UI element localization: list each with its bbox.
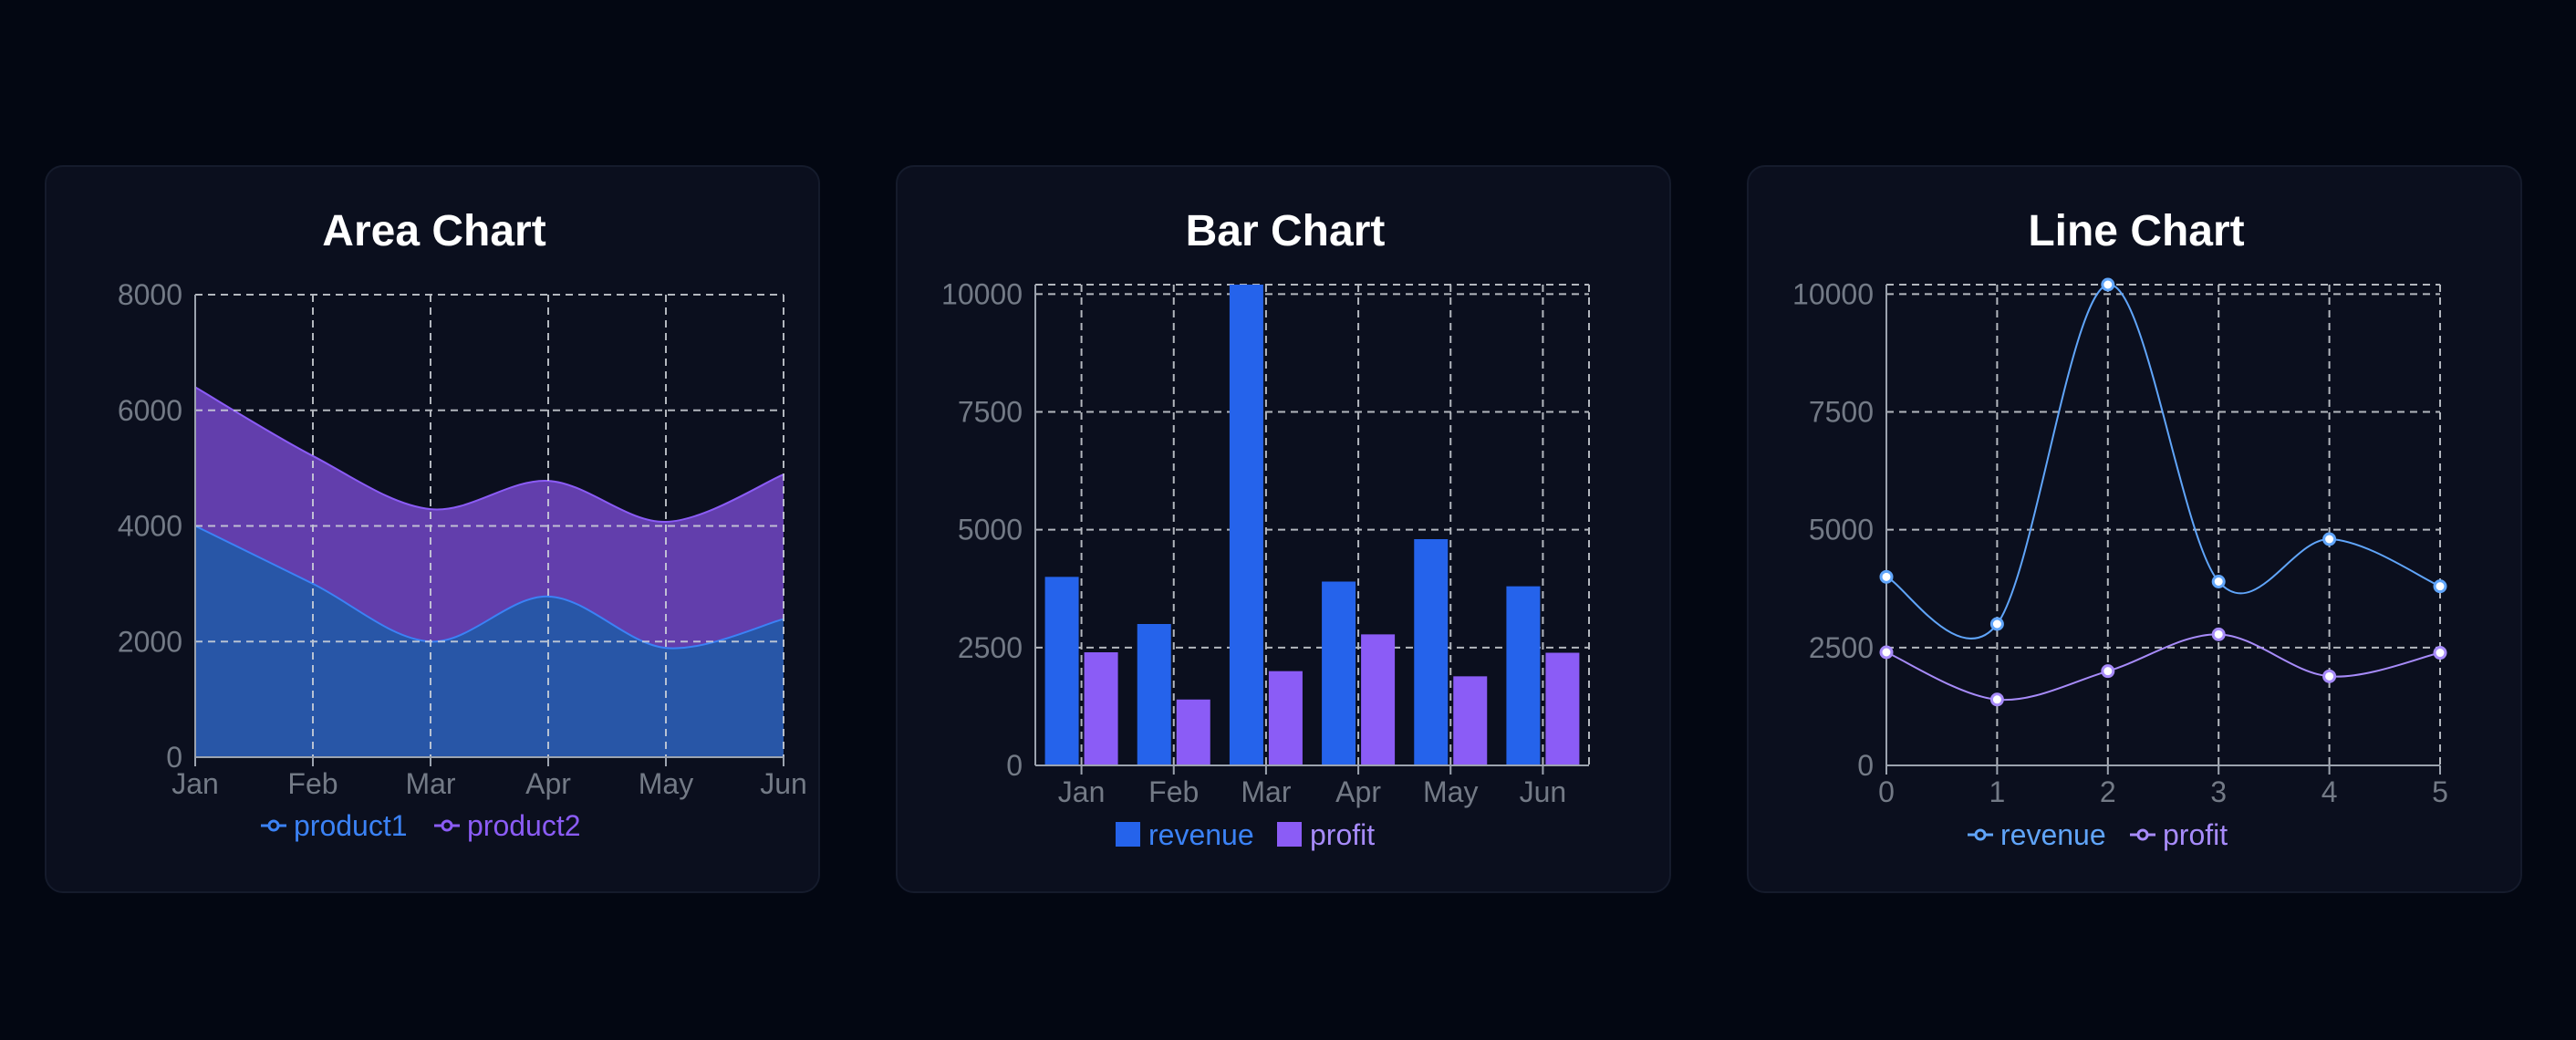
legend-label: profit (1310, 818, 1375, 851)
bar-revenue (1322, 581, 1356, 765)
x-tick-label: 1 (1989, 775, 2006, 808)
grid (1035, 284, 1590, 765)
legend-dot-icon (2136, 828, 2149, 841)
x-tick-label: Jan (171, 767, 219, 800)
area-line-product2 (194, 386, 784, 524)
chart-title: Bar Chart (1186, 207, 1386, 255)
y-tick-label: 10000 (1792, 277, 1874, 310)
axes (194, 295, 784, 766)
legend-label: product2 (467, 809, 581, 842)
x-tick-label: Apr (525, 767, 571, 800)
bar-profit (1545, 652, 1580, 765)
y-tick-label: 7500 (958, 396, 1023, 429)
point-profit (2101, 664, 2115, 679)
point-profit (1879, 645, 1894, 660)
legend-label: product1 (294, 809, 408, 842)
y-tick-label: 7500 (1809, 396, 1874, 429)
legend-label: revenue (2000, 818, 2106, 851)
y-tick-label: 2500 (1809, 631, 1874, 664)
bar-revenue (1229, 285, 1263, 765)
bar-profit (1268, 671, 1303, 765)
x-tick-label: 2 (2100, 775, 2116, 808)
y-tick-label: 2500 (958, 631, 1023, 664)
x-tick-label: Feb (287, 767, 338, 800)
x-tick-label: Jun (1520, 775, 1567, 808)
line-chart-card: Line Chart 0 2500 5000 7500 10000 0 1 2 3 4 5 revenu… (1747, 165, 2522, 893)
point-revenue (2433, 579, 2447, 594)
x-tick-label: 4 (2322, 775, 2338, 808)
x-tick-label: Feb (1148, 775, 1199, 808)
bar-chart: Bar Chart 0 2500 5000 7500 10000 Jan Feb Mar Apr M… (941, 207, 1590, 851)
point-profit (2211, 627, 2226, 641)
y-tick-label: 5000 (1809, 514, 1874, 546)
area-line-product1 (194, 525, 784, 650)
x-tick-label: Mar (405, 767, 455, 800)
bar-revenue (1506, 586, 1541, 765)
x-tick-label: 5 (2432, 775, 2448, 808)
y-tick-label: 0 (1006, 749, 1023, 782)
grid (1885, 284, 2441, 765)
bar-revenue (1044, 577, 1079, 765)
bar-revenue (1414, 539, 1449, 765)
bar-profit (1361, 634, 1396, 765)
legend-square-icon (1116, 822, 1140, 847)
y-tick-label: 10000 (941, 277, 1023, 310)
point-revenue (2101, 277, 2115, 292)
point-revenue (1879, 569, 1894, 584)
x-tick-label: May (639, 767, 693, 800)
x-tick-label: Mar (1241, 775, 1291, 808)
line-revenue (1885, 283, 2441, 640)
grid (194, 294, 784, 757)
bar-profit (1453, 676, 1488, 765)
bar-profit (1084, 652, 1118, 765)
point-revenue (1989, 617, 2004, 631)
legend-dot-icon (267, 819, 280, 832)
axes (1034, 285, 1589, 775)
legend-dot-icon (1974, 828, 1987, 841)
area-chart-card: Area Chart 0 2000 4000 6000 8000 Jan Feb Mar Apr M… (45, 165, 820, 893)
legend-label: revenue (1148, 818, 1254, 851)
point-profit (2322, 669, 2337, 683)
legend-square-icon (1277, 822, 1302, 847)
line-chart: Line Chart 0 2500 5000 7500 10000 0 1 2 3 4 5 revenu… (1792, 207, 2448, 851)
bar-chart-card: Bar Chart 0 2500 5000 7500 10000 Jan Feb Mar Apr M… (896, 165, 1671, 893)
point-profit (1989, 692, 2004, 707)
legend-dot-icon (441, 819, 453, 832)
x-tick-label: May (1423, 775, 1478, 808)
y-tick-label: 0 (166, 741, 182, 774)
line-profit (1885, 633, 2441, 702)
x-tick-label: Apr (1335, 775, 1381, 808)
y-tick-label: 6000 (118, 394, 182, 427)
area-chart: Area Chart 0 2000 4000 6000 8000 Jan Feb Mar Apr M… (118, 207, 807, 842)
chart-title: Area Chart (322, 207, 545, 255)
point-revenue (2322, 532, 2337, 546)
chart-title: Line Chart (2028, 207, 2244, 255)
x-tick-label: Jun (760, 767, 807, 800)
y-tick-label: 5000 (958, 514, 1023, 546)
x-tick-label: 3 (2210, 775, 2227, 808)
bar-profit (1176, 699, 1210, 765)
axes (1885, 285, 2441, 775)
y-tick-label: 8000 (118, 278, 182, 311)
area-fill-product2 (195, 387, 784, 649)
point-profit (2433, 646, 2447, 660)
legend-label: profit (2163, 818, 2228, 851)
y-tick-label: 0 (1857, 749, 1874, 782)
bar-revenue (1137, 624, 1171, 765)
y-tick-label: 4000 (118, 510, 182, 543)
y-tick-label: 2000 (118, 625, 182, 658)
x-tick-label: Jan (1058, 775, 1106, 808)
x-tick-label: 0 (1878, 775, 1895, 808)
point-revenue (2211, 575, 2226, 588)
